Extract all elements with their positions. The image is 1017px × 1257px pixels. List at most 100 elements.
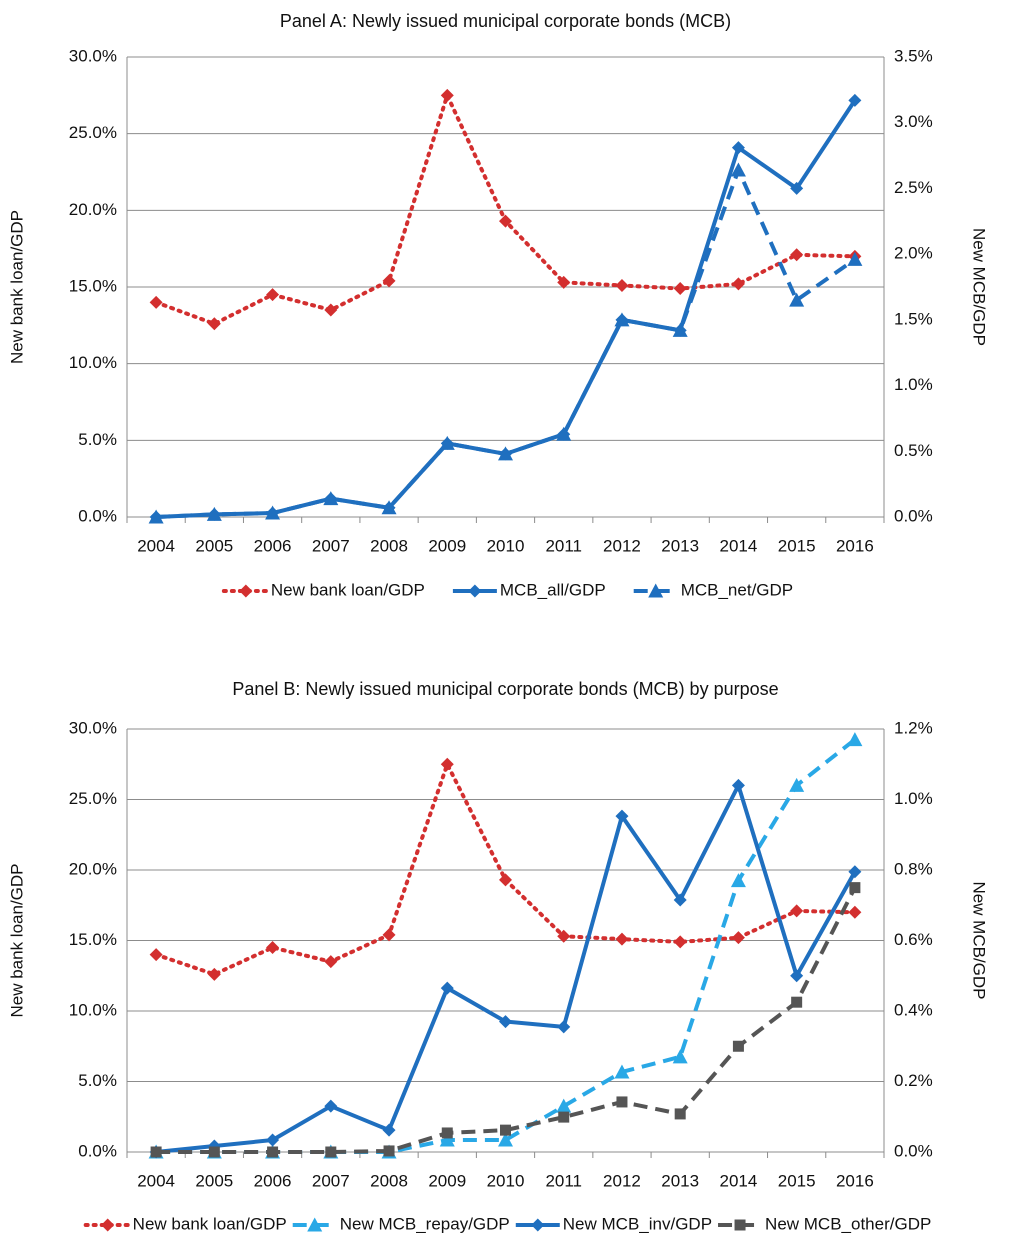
legend-marker	[307, 1217, 323, 1232]
series-line	[154, 93, 857, 326]
legend-label: New MCB_other/GDP	[765, 1214, 931, 1233]
y2-tick-label: 3.5%	[894, 46, 933, 65]
legend-marker	[734, 1219, 746, 1231]
data-point	[498, 446, 513, 461]
data-point	[440, 981, 454, 995]
legend-label: New bank loan/GDP	[133, 1214, 287, 1233]
data-point	[267, 1146, 279, 1158]
data-point	[558, 1111, 570, 1123]
data-point	[556, 1098, 572, 1113]
x-tick-label: 2011	[545, 1171, 582, 1190]
data-point	[324, 1099, 338, 1113]
data-point	[616, 1096, 628, 1108]
chart-title: Panel B: Newly issued municipal corporat…	[232, 679, 778, 699]
data-point	[149, 948, 163, 962]
data-point	[790, 904, 804, 918]
legend-label: MCB_all/GDP	[500, 580, 606, 599]
data-point	[382, 1123, 396, 1137]
x-tick-label: 2009	[428, 536, 466, 555]
data-point	[325, 1146, 337, 1158]
legend-marker	[101, 1218, 115, 1232]
y-tick-label: 20.0%	[69, 859, 117, 878]
series-line	[156, 738, 857, 1154]
y-tick-label: 10.0%	[69, 1000, 117, 1019]
data-point	[439, 1132, 455, 1147]
data-point	[439, 435, 455, 450]
y2-tick-label: 1.5%	[894, 309, 933, 328]
data-point	[499, 1015, 512, 1029]
data-point	[674, 1108, 686, 1120]
data-point	[847, 732, 863, 747]
data-point	[790, 181, 804, 195]
y-tick-label: 30.0%	[69, 46, 117, 65]
x-tick-label: 2014	[720, 1171, 758, 1190]
data-point	[789, 777, 805, 792]
data-point	[498, 1132, 513, 1147]
x-tick-label: 2004	[137, 1171, 175, 1190]
data-point	[266, 288, 280, 302]
data-point	[848, 905, 862, 919]
x-tick-label: 2012	[603, 536, 641, 555]
x-tick-label: 2016	[836, 1171, 874, 1190]
series-line	[154, 762, 857, 977]
y2-axis-title: New MCB/GDP	[970, 881, 989, 999]
x-tick-label: 2005	[195, 536, 233, 555]
x-tick-label: 2013	[661, 536, 699, 555]
x-tick-label: 2005	[195, 1171, 233, 1190]
data-point	[208, 1146, 220, 1158]
data-point	[731, 141, 745, 155]
legend-item: New MCB_inv/GDP	[515, 1214, 712, 1233]
data-point	[673, 935, 687, 949]
legend-label: New MCB_inv/GDP	[563, 1214, 712, 1233]
data-point	[731, 931, 745, 945]
y2-tick-label: 2.0%	[894, 244, 933, 263]
data-point	[615, 932, 629, 946]
x-tick-label: 2007	[312, 536, 350, 555]
y2-tick-label: 0.8%	[894, 859, 933, 878]
data-point	[731, 277, 745, 291]
chart-title: Panel A: Newly issued municipal corporat…	[280, 11, 731, 31]
y-tick-label: 15.0%	[69, 930, 117, 949]
legend: New bank loan/GDP New MCB_repay/GDP New MC…	[83, 1214, 931, 1233]
data-point	[789, 292, 805, 307]
y2-tick-label: 0.0%	[894, 506, 933, 525]
legend-item: New MCB_other/GDP	[718, 1214, 931, 1233]
data-point	[207, 967, 221, 981]
data-point	[730, 162, 746, 177]
data-point	[266, 1133, 280, 1147]
data-point	[324, 955, 338, 969]
data-point	[266, 941, 280, 955]
legend-item: New bank loan/GDP	[221, 580, 425, 599]
data-point	[383, 1145, 395, 1157]
x-tick-label: 2008	[370, 1171, 408, 1190]
x-tick-label: 2016	[836, 536, 874, 555]
y2-tick-label: 0.0%	[894, 1141, 933, 1160]
data-point	[732, 1040, 744, 1052]
data-point	[672, 322, 688, 337]
x-tick-label: 2015	[778, 536, 816, 555]
y-tick-label: 20.0%	[69, 200, 117, 219]
y2-tick-label: 0.4%	[894, 1000, 933, 1019]
x-tick-label: 2014	[720, 536, 758, 555]
y-tick-label: 25.0%	[69, 789, 117, 808]
data-point	[500, 1124, 511, 1136]
data-point	[673, 282, 687, 296]
data-point	[557, 1020, 571, 1034]
y-tick-label: 30.0%	[69, 718, 117, 737]
data-point	[615, 278, 629, 292]
y-tick-label: 15.0%	[69, 276, 117, 295]
x-tick-label: 2012	[603, 1171, 641, 1190]
legend: New bank loan/GDP MCB_all/GDP MCB_net/GDP	[221, 580, 793, 599]
data-point	[440, 88, 454, 102]
y-tick-label: 25.0%	[69, 123, 117, 142]
y2-tick-label: 1.0%	[894, 789, 933, 808]
y2-tick-label: 1.2%	[894, 718, 933, 737]
data-point	[673, 893, 687, 907]
legend-item: MCB_net/GDP	[633, 580, 793, 599]
y2-tick-label: 0.2%	[894, 1071, 933, 1090]
y-axis-title: New bank loan/GDP	[7, 210, 26, 364]
data-point	[730, 873, 746, 888]
data-point	[614, 312, 630, 327]
